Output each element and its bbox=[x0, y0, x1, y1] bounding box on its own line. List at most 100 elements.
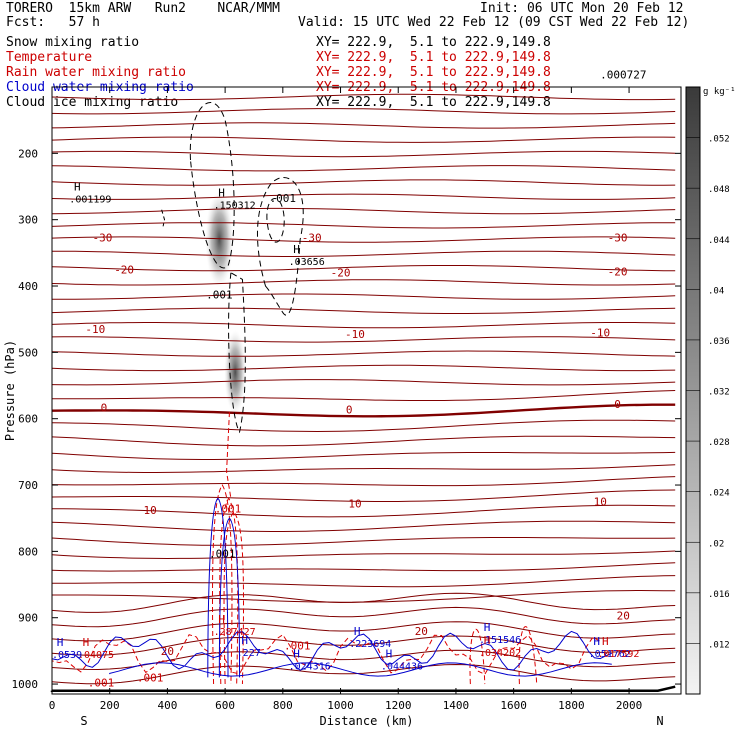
temperature-label: 10 bbox=[594, 496, 607, 509]
temperature-contour bbox=[51, 236, 676, 243]
max-value: .227 bbox=[237, 648, 261, 659]
temperature-contour bbox=[51, 390, 676, 401]
y-tick-label: 600 bbox=[18, 413, 38, 426]
max-marker: H bbox=[386, 647, 393, 660]
y-tick-label: 1000 bbox=[12, 678, 39, 691]
max-value: .223694 bbox=[349, 639, 391, 650]
x-axis-label: Distance (km) bbox=[320, 714, 414, 728]
temperature-contour bbox=[51, 635, 676, 656]
temperature-label: 20 bbox=[617, 610, 630, 623]
temperature-contour bbox=[51, 165, 676, 172]
max-marker: H bbox=[74, 180, 81, 193]
temperature-label: 0 bbox=[346, 403, 353, 416]
temperature-label: -10 bbox=[590, 326, 610, 339]
temperature-label: -30 bbox=[93, 232, 113, 245]
ice-label: .000727 bbox=[600, 68, 646, 81]
temperature-label: -20 bbox=[331, 267, 351, 280]
colorbar-unit: g kg⁻¹ bbox=[703, 87, 736, 97]
y-axis-label: Pressure (hPa) bbox=[3, 340, 17, 441]
max-marker: H bbox=[593, 635, 600, 648]
max-marker: H bbox=[484, 621, 491, 634]
ice-contour bbox=[266, 198, 285, 243]
colorbar-tick-label: .012 bbox=[708, 640, 730, 650]
max-marker: H bbox=[354, 625, 361, 638]
temperature-contour bbox=[51, 122, 676, 129]
temperature-contour bbox=[52, 250, 676, 257]
y-tick-label: 300 bbox=[18, 214, 38, 227]
field-name: Temperature bbox=[6, 50, 93, 65]
x-end-label-north: N bbox=[656, 714, 663, 728]
temperature-contour bbox=[52, 589, 676, 603]
y-tick-label: 400 bbox=[18, 280, 38, 293]
temperature-contour bbox=[51, 562, 676, 572]
max-marker: H bbox=[293, 647, 300, 660]
y-tick-label: 500 bbox=[18, 346, 38, 359]
max-marker: H bbox=[293, 243, 300, 256]
x-tick-label: 1800 bbox=[558, 699, 585, 712]
max-value: .034202 bbox=[479, 648, 521, 659]
max-value: .024316 bbox=[289, 661, 331, 672]
colorbar-tick-label: .036 bbox=[708, 337, 730, 347]
temperature-label: 10 bbox=[348, 498, 361, 511]
temperature-contour bbox=[51, 364, 676, 372]
max-value: .03656 bbox=[289, 257, 325, 268]
snow-label: .001 bbox=[270, 192, 297, 205]
temperature-contour bbox=[51, 621, 676, 642]
y-tick-label: 900 bbox=[18, 612, 38, 625]
x-tick-label: 1200 bbox=[385, 699, 412, 712]
max-marker: H bbox=[484, 634, 491, 647]
temperature-contour bbox=[51, 193, 676, 200]
cloud-label: .001 bbox=[209, 547, 236, 560]
plot-area: -30 -30 -30 -20 -20 -20 -10 -10 -10 0 0 0 10 10 10 20 20… bbox=[50, 68, 676, 692]
temperature-contour bbox=[51, 575, 676, 588]
temperature-contour bbox=[52, 504, 676, 518]
temperature-label: 20 bbox=[161, 645, 174, 658]
ice-contour bbox=[161, 209, 166, 227]
y-tick-label: 200 bbox=[18, 147, 38, 160]
colorbar-tick-label: .028 bbox=[708, 438, 730, 448]
rain-contour bbox=[469, 628, 486, 685]
temperature-contour bbox=[51, 350, 676, 357]
temperature-contour bbox=[51, 307, 676, 314]
temperature-contour bbox=[51, 265, 676, 272]
temperature-contour bbox=[51, 279, 676, 286]
temperature-contour bbox=[51, 222, 676, 229]
temperature-contour bbox=[51, 489, 676, 502]
field-section-coords: XY= 222.9, 5.1 to 222.9,149.8 bbox=[316, 35, 551, 50]
field-section-coords: XY= 222.9, 5.1 to 222.9,149.8 bbox=[316, 95, 551, 110]
max-value: .150312 bbox=[214, 200, 256, 211]
temperature-contour bbox=[51, 592, 676, 613]
max-value: .0539 bbox=[52, 650, 82, 661]
temperature-label: 0 bbox=[614, 398, 621, 411]
snow-label: .001 bbox=[206, 289, 233, 302]
cloud-contour bbox=[109, 662, 612, 677]
temperature-contour bbox=[51, 464, 676, 473]
max-value: .151546 bbox=[479, 635, 521, 646]
temperature-label: -20 bbox=[114, 263, 134, 276]
colorbar-tick-label: .04 bbox=[708, 286, 724, 296]
max-marker: H bbox=[241, 634, 248, 647]
forecast-hour: Fcst: 57 h bbox=[6, 15, 100, 30]
temperature-contour bbox=[51, 520, 676, 532]
rain-label: .001 bbox=[284, 640, 311, 653]
temperature-contour bbox=[51, 550, 676, 560]
temperature-contour bbox=[51, 150, 676, 158]
x-tick-label: 800 bbox=[273, 699, 293, 712]
max-marker: H bbox=[602, 635, 609, 648]
temperature-label: -10 bbox=[85, 323, 105, 336]
cloud-contour bbox=[207, 497, 229, 678]
temperature-contour bbox=[51, 537, 676, 546]
colorbar-tick-label: .052 bbox=[708, 135, 730, 145]
temperature-label: -20 bbox=[608, 265, 628, 278]
rain-contour bbox=[226, 412, 232, 499]
max-value: .051762 bbox=[589, 649, 631, 660]
max-marker: H bbox=[218, 613, 225, 626]
y-tick-label: 800 bbox=[18, 545, 38, 558]
temperature-label: 0 bbox=[101, 401, 108, 414]
surface-line bbox=[50, 685, 676, 692]
rain-label: .001 bbox=[215, 502, 242, 515]
snow-shading bbox=[205, 191, 234, 288]
x-tick-label: 0 bbox=[49, 699, 56, 712]
x-tick-label: 400 bbox=[157, 699, 177, 712]
